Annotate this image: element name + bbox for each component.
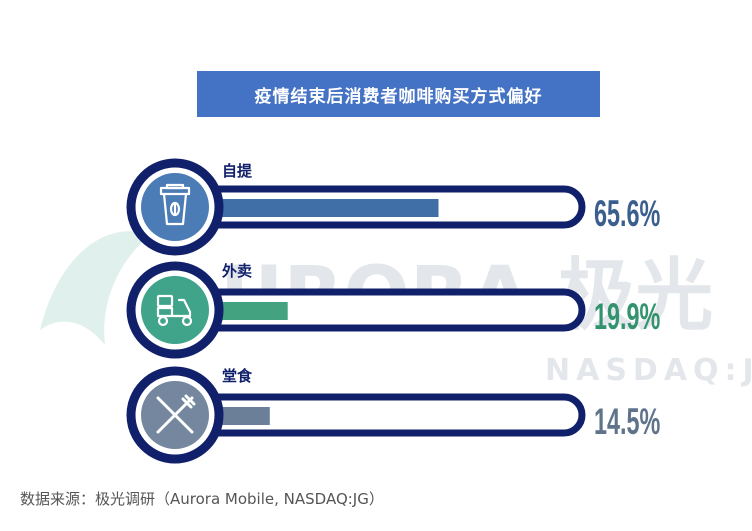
chart-title: 疫情结束后消费者咖啡购买方式偏好	[197, 71, 600, 117]
category-label: 堂食	[222, 367, 253, 385]
fork-knife-icon	[156, 394, 196, 434]
value-label: 19.9%	[594, 295, 660, 337]
value-label: 65.6%	[594, 192, 660, 234]
bar-fill	[222, 199, 439, 217]
icon-disc	[141, 276, 209, 344]
category-label: 外卖	[221, 262, 252, 280]
bar-fill	[222, 302, 288, 320]
category-label: 自提	[222, 162, 253, 180]
delivery-scooter-icon	[156, 294, 193, 327]
bar-row: 外卖 19.9%	[126, 261, 660, 359]
value-label: 14.5%	[594, 400, 660, 442]
bar-fill	[222, 407, 270, 425]
source-note: 数据来源：极光调研（Aurora Mobile, NASDAQ:JG）	[20, 490, 384, 508]
takeaway-coffee-cup-icon	[159, 183, 191, 226]
watermark-sub-text: NASDAQ:JG	[545, 353, 752, 388]
bar-row: 堂食 14.5%	[126, 366, 660, 464]
aurora-logo-swoosh	[40, 231, 150, 345]
bar-row: 自提 65.6%	[126, 158, 660, 256]
